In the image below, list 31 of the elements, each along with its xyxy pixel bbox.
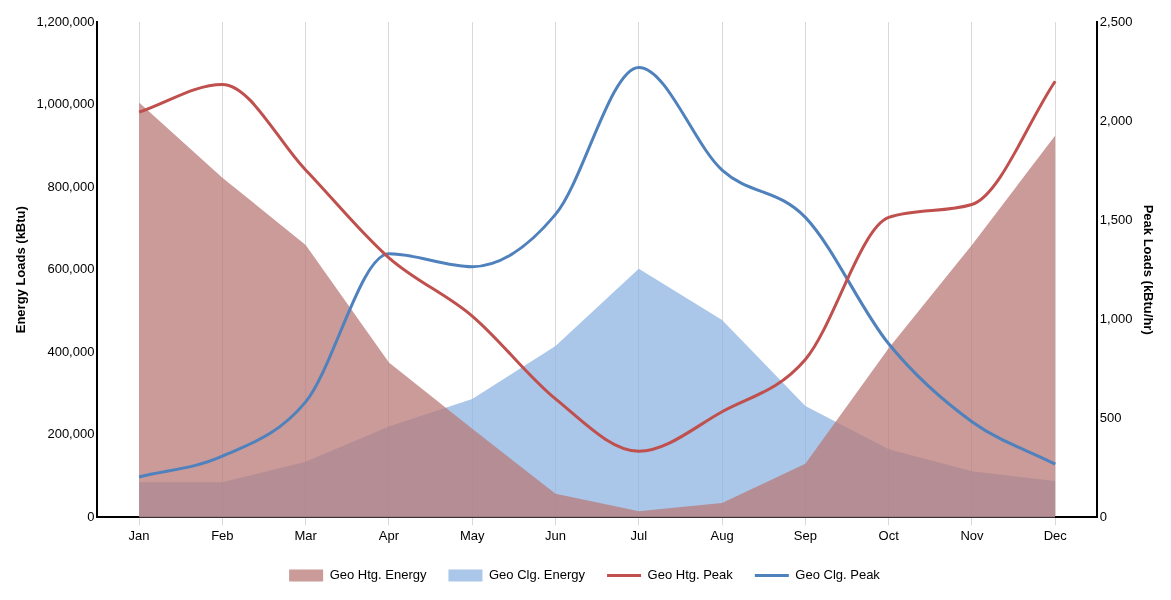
y2-tick-label: 1,500 xyxy=(1099,211,1133,227)
y-tick-label: 600,000 xyxy=(47,261,95,277)
legend-label: Geo Clg. Peak xyxy=(795,567,881,583)
x-tick-label: Mar xyxy=(294,527,318,543)
y-axis-title: Energy Loads (kBtu) xyxy=(13,206,29,334)
x-tick-label: Jul xyxy=(630,527,648,543)
x-tick-label: May xyxy=(459,527,485,543)
y-tick-label: 1,000,000 xyxy=(36,96,95,112)
y2-tick-label: 0 xyxy=(1099,508,1108,524)
y2-axis-title: Peak Loads (kBtu/hr) xyxy=(1140,204,1156,335)
x-tick-label: Jan xyxy=(128,527,150,543)
legend-label: Geo Htg. Peak xyxy=(647,567,734,583)
y2-tick-label: 2,000 xyxy=(1099,112,1133,128)
x-tick-label: Jun xyxy=(545,527,566,543)
x-tick-label: Feb xyxy=(211,527,234,543)
y-tick-label: 200,000 xyxy=(47,426,95,442)
x-tick-label: Aug xyxy=(710,527,734,543)
y-tick-label: 400,000 xyxy=(47,343,95,359)
legend-label: Geo Clg. Energy xyxy=(488,567,586,583)
y-tick-label: 1,200,000 xyxy=(36,13,95,29)
x-tick-label: Apr xyxy=(378,527,400,543)
x-tick-label: Sep xyxy=(793,527,817,543)
y-tick-label: 800,000 xyxy=(47,178,95,194)
y-tick-label: 0 xyxy=(87,508,95,524)
y2-tick-label: 1,000 xyxy=(1099,310,1133,326)
legend-label: Geo Htg. Energy xyxy=(329,567,427,583)
y2-tick-label: 500 xyxy=(1099,409,1122,425)
x-tick-label: Dec xyxy=(1043,527,1068,543)
x-tick-label: Oct xyxy=(878,527,900,543)
x-tick-label: Nov xyxy=(960,527,984,543)
y2-tick-label: 2,500 xyxy=(1099,13,1133,29)
